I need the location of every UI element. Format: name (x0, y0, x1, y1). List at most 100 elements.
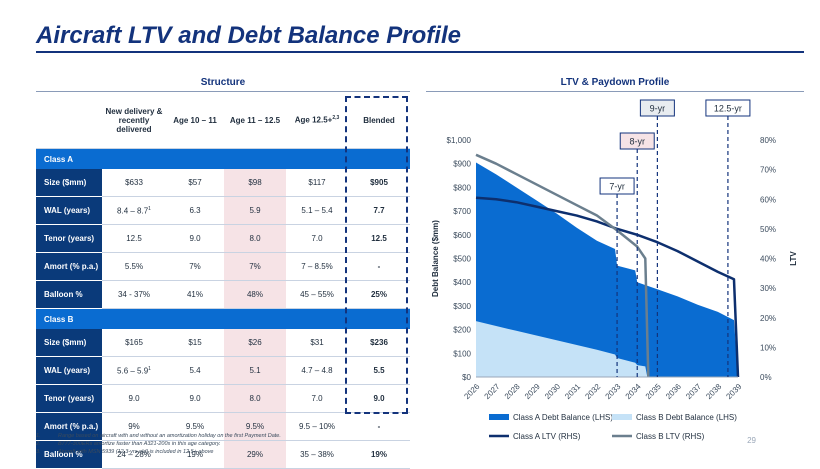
y-left-tick-label: $500 (453, 255, 471, 264)
class-a-cell: 5.1 – 5.4 (286, 196, 348, 225)
cell-value: - (377, 262, 381, 271)
class-a-row-label: Size ($mm) (36, 169, 102, 197)
callout-label: 9-yr (650, 104, 666, 114)
callout-box (619, 132, 655, 150)
class-a-cell: 6.3 (166, 196, 224, 225)
class-a-row-label: Amort (% p.a.) (36, 252, 102, 281)
class-b-row-label: Size ($mm) (36, 329, 102, 357)
cell-value: 9.5% (245, 422, 265, 431)
cell-value: 8.0 (249, 394, 261, 403)
blended-highlight-box (345, 96, 408, 414)
callout-label: 12.5-yr (714, 104, 742, 114)
x-tick-label: 2038 (704, 382, 723, 401)
x-tick-label: 2031 (563, 382, 582, 401)
cell-value: 5.9 (249, 206, 261, 215)
footnote-text: Aircraft with MSN 5939 (12.3-yrs old) is… (58, 449, 214, 455)
class-b-cell: 9.5% (224, 412, 286, 441)
cell-value: 48% (246, 290, 263, 299)
table-row: WAL (years) 5.6 – 5.91 5.4 5.1 4.7 – 4.8 5.5 (36, 356, 410, 385)
x-tick-label: 2037 (684, 382, 703, 401)
class-a-row-label: WAL (years) (36, 196, 102, 225)
y-right-tick-label: 40% (760, 255, 776, 264)
class-b-cell: 8.0 (224, 384, 286, 413)
table-row: WAL (years) 8.4 – 8.71 6.3 5.9 5.1 – 5.4 7.7 (36, 196, 410, 225)
structure-body: Class A Size ($mm) $633 $57 $98 $117 $905 WAL (… (36, 148, 410, 469)
y-right-tick-label: 80% (760, 136, 776, 145)
x-tick-label: 2030 (543, 382, 562, 401)
class-a-cell: 41% (166, 280, 224, 309)
y-left-tick-label: $700 (453, 207, 471, 216)
legend-label: Class B LTV (RHS) (636, 432, 705, 441)
table-row: Tenor (years) 12.5 9.0 8.0 7.0 12.5 (36, 224, 410, 253)
table-row: Amort (% p.a.) 5.5% 7% 7% 7 – 8.5% - (36, 252, 410, 281)
cell-value: 6.3 (189, 206, 201, 215)
header-age-11-12: Age 11 – 12.5 (229, 115, 281, 125)
class-b-cell: 5.4 (166, 356, 224, 385)
separator-cell (36, 148, 410, 149)
y-left-axis-label: Debt Balance ($mm) (431, 220, 440, 297)
x-tick-label: 2039 (724, 382, 743, 401)
y-left-tick-label: $100 (453, 349, 471, 358)
footnote: 1. Range based on aircraft with and witho… (36, 433, 281, 439)
class-b-cell: 9% (102, 412, 166, 441)
cell-value: 7 – 8.5% (301, 262, 333, 271)
footnote-text: B777-300ERs amortize faster than A321-20… (58, 441, 221, 447)
chart-title: LTV & Paydown Profile (560, 77, 670, 88)
cell-value: $57 (188, 178, 202, 187)
cell-value: 5.4 (189, 366, 201, 375)
legend-label: Class A Debt Balance (LHS) (513, 413, 613, 422)
class-a-debt-area (476, 162, 738, 377)
cell-value: $31 (310, 338, 324, 347)
table-row: Balloon % 34 - 37% 41% 48% 45 – 55% 25% (36, 280, 410, 309)
table-row: Size ($mm) $165 $15 $26 $31 $236 (36, 329, 410, 357)
cell-value: $236 (370, 338, 388, 347)
x-tick-label: 2028 (503, 382, 522, 401)
class-a-cell: 7% (224, 252, 286, 281)
class-b-cell: 5.5 (348, 356, 410, 385)
class-a-cell: 7.7 (348, 196, 410, 225)
cell-value: 5.6 – 5.9 (117, 366, 149, 376)
class-b-debt-area (476, 321, 648, 377)
class-a-header-label: Class A (36, 149, 410, 169)
class-b-row-label: Amort (% p.a.) (36, 412, 102, 441)
cell-value: 19% (186, 450, 203, 459)
chart-rule (426, 91, 804, 92)
header-new-delivery: New delivery & recently delivered (105, 106, 163, 134)
legend-swatch (612, 414, 632, 420)
callout-box (599, 177, 635, 195)
class-a-cell: 48% (224, 280, 286, 309)
class-b-cell: 9.5 – 10% (286, 412, 348, 441)
cell-value: 5.1 – 5.4 (301, 206, 333, 215)
class-b-cell: $236 (348, 329, 410, 357)
cell-value: $26 (248, 338, 262, 347)
cell-value: 8.4 – 8.7 (117, 206, 149, 216)
y-right-tick-label: 60% (760, 195, 776, 204)
cell-value: $117 (308, 178, 326, 187)
class-a-cell: 8.4 – 8.71 (102, 196, 166, 225)
cell-value: 7.7 (373, 206, 385, 215)
structure-title: Structure (200, 77, 246, 88)
cell-value: 5.1 (249, 366, 261, 375)
x-tick-label: 2027 (483, 382, 502, 401)
cell-value: 7.0 (311, 394, 323, 403)
footnote-number: 2. (36, 441, 41, 447)
class-b-row-label: WAL (years) (36, 356, 102, 385)
class-a-cell: $905 (348, 169, 410, 197)
class-b-cell: 5.6 – 5.91 (102, 356, 166, 385)
class-a-cell: 7 – 8.5% (286, 252, 348, 281)
cell-value: 4.7 – 4.8 (301, 366, 333, 375)
cell-value: 9.0 (128, 394, 140, 403)
class-b-cell: 4.7 – 4.8 (286, 356, 348, 385)
footnote-number: 1. (36, 433, 41, 439)
class-b-header: Class B (36, 308, 410, 329)
cell-value: 29% (246, 450, 263, 459)
cell-value: 7% (249, 262, 261, 271)
x-tick-label: 2029 (523, 382, 542, 401)
cell-value: $15 (188, 338, 202, 347)
table-separator (36, 148, 410, 149)
cell-value: $98 (248, 178, 262, 187)
cell-value: 9.5% (185, 422, 205, 431)
callout-box (705, 99, 751, 117)
class-a-cell: $633 (102, 169, 166, 197)
class-a-cell: 8.0 (224, 224, 286, 253)
